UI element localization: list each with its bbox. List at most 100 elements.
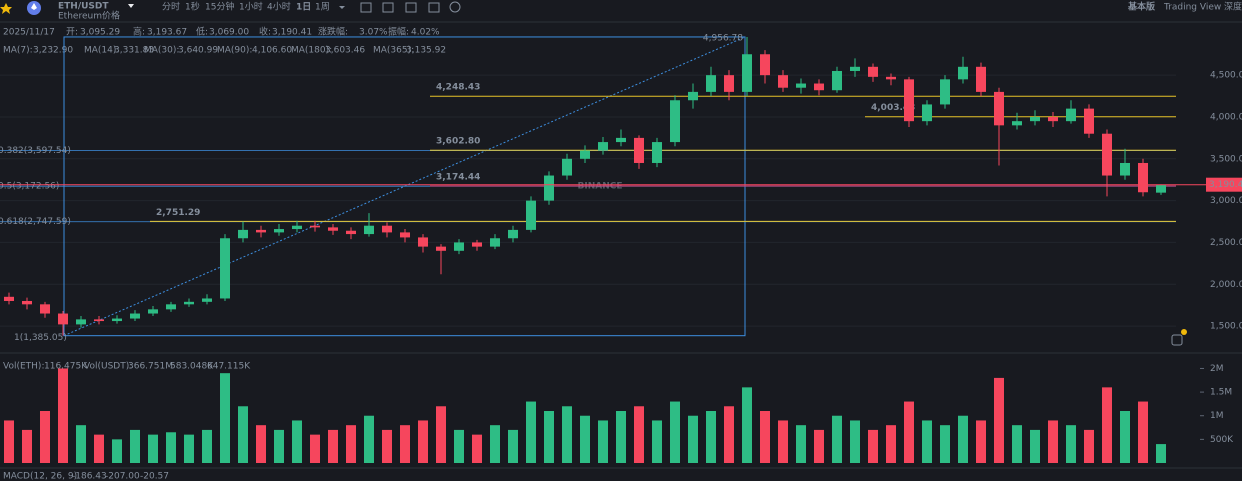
volume-bar [544,411,554,463]
y-tick-label: 4,500.00 [1210,71,1242,81]
price-level-label: 4,248.43 [436,83,480,93]
volume-legend-value: 583.048K [170,362,214,372]
candle-body [670,100,680,143]
volume-bar [76,425,86,463]
volume-bar [886,425,896,463]
settings-icon[interactable] [360,2,372,13]
symbol-subtitle: Ethereum价格 [58,10,120,22]
volume-legend-label: Vol(USDT): [84,362,132,372]
interval-tab[interactable]: 1周 [315,2,330,13]
candle-body [724,75,734,92]
volume-bar [1084,429,1094,463]
y-tick-label: 3,000.00 [1210,196,1242,206]
volume-bar [292,420,302,463]
candle-body [634,137,644,163]
volume-bar [976,420,986,463]
candle-body [418,237,428,247]
interval-dropdown[interactable] [339,6,345,9]
candle-body [1084,108,1094,134]
volume-bar [1102,387,1112,463]
volume-bar [328,429,338,463]
y-tick-label: 2,000.00 [1210,280,1242,290]
volume-bar [580,415,590,463]
candle-body [490,238,500,247]
candle-body [922,104,932,122]
info-label: 开: [66,27,78,38]
volume-bar [4,420,14,463]
info-label: 高: [133,26,145,38]
candle-body [616,137,626,143]
candle-body [364,225,374,235]
candle-body [814,83,824,91]
volume-bar [310,434,320,463]
candle-body [238,229,248,239]
volume-bar [1030,429,1040,463]
info-value: 3,095.29 [80,28,120,38]
ma-label: MA(7): [3,46,33,56]
candle-body [544,175,554,201]
candle-body [796,83,806,88]
price-level-label: 4,003.43 [871,103,915,113]
candle-body [292,225,302,230]
interval-tab[interactable]: 1日 [296,2,311,13]
symbol[interactable]: ETH/USDT [58,2,109,12]
candle-body [436,246,446,251]
interval-tab[interactable]: 分时 [162,1,180,13]
y-tick-label: 4,000.00 [1210,112,1242,122]
candle-body [40,304,50,314]
volume-legend-value: 647.115K [207,362,251,372]
volume-bar [346,425,356,463]
volume-bar [868,429,878,463]
candle-body [508,229,518,239]
volume-bar [1066,425,1076,463]
volume-bar [940,425,950,463]
volume-tick-label: 500K [1210,435,1234,445]
candle-body [958,66,968,80]
volume-bar [436,406,446,463]
candle-body [112,318,122,322]
view-tab[interactable]: 基本版 [1127,1,1155,13]
volume-bar [130,429,140,463]
info-label: 涨跌幅: [318,26,348,38]
volume-bar [202,429,212,463]
fib-level-label: 0.382(3,597.54) [0,146,71,156]
last-price-label: 3,190.41 [1209,180,1242,190]
interval-tab[interactable]: 1秒 [185,1,200,13]
ma-value: 3,232.90 [33,46,73,56]
volume-legend-value: 116.475K [44,362,88,372]
volume-bar [526,401,536,463]
info-label: 振幅: [388,26,409,38]
layout-icon[interactable] [428,2,440,13]
view-tab[interactable]: Trading View [1163,3,1221,13]
volume-bar [40,411,50,463]
volume-bar [220,373,230,463]
view-tab[interactable]: 深度 [1224,1,1242,13]
candle-body [976,66,986,92]
ma-label: MA(365): [373,46,414,56]
volume-bar [472,434,482,463]
symbol-dropdown[interactable] [128,4,134,8]
favorite-star[interactable] [0,3,12,14]
indicator-icon[interactable] [382,2,394,13]
candle-body [4,296,14,301]
volume-bar [688,415,698,463]
ma-value: 3,640.99 [178,46,218,56]
volume-bar [760,411,770,463]
volume-bar [1156,444,1166,463]
candle-body [850,66,860,71]
candle-body [382,225,392,233]
candle-body [598,142,608,151]
interval-tab[interactable]: 4小时 [267,1,291,13]
volume-tick-label: 1M [1210,411,1224,421]
volume-bar [1138,401,1148,463]
draw-icon[interactable] [405,2,417,13]
alert-icon[interactable] [1171,334,1183,346]
ma-label: MA(30): [144,46,179,56]
interval-tab[interactable]: 15分钟 [205,1,234,13]
more-icon[interactable] [449,1,461,13]
info-date: 2025/11/17 [3,28,55,38]
volume-tick-label: 1.5M [1210,388,1232,398]
interval-tab[interactable]: 1小时 [239,1,263,13]
